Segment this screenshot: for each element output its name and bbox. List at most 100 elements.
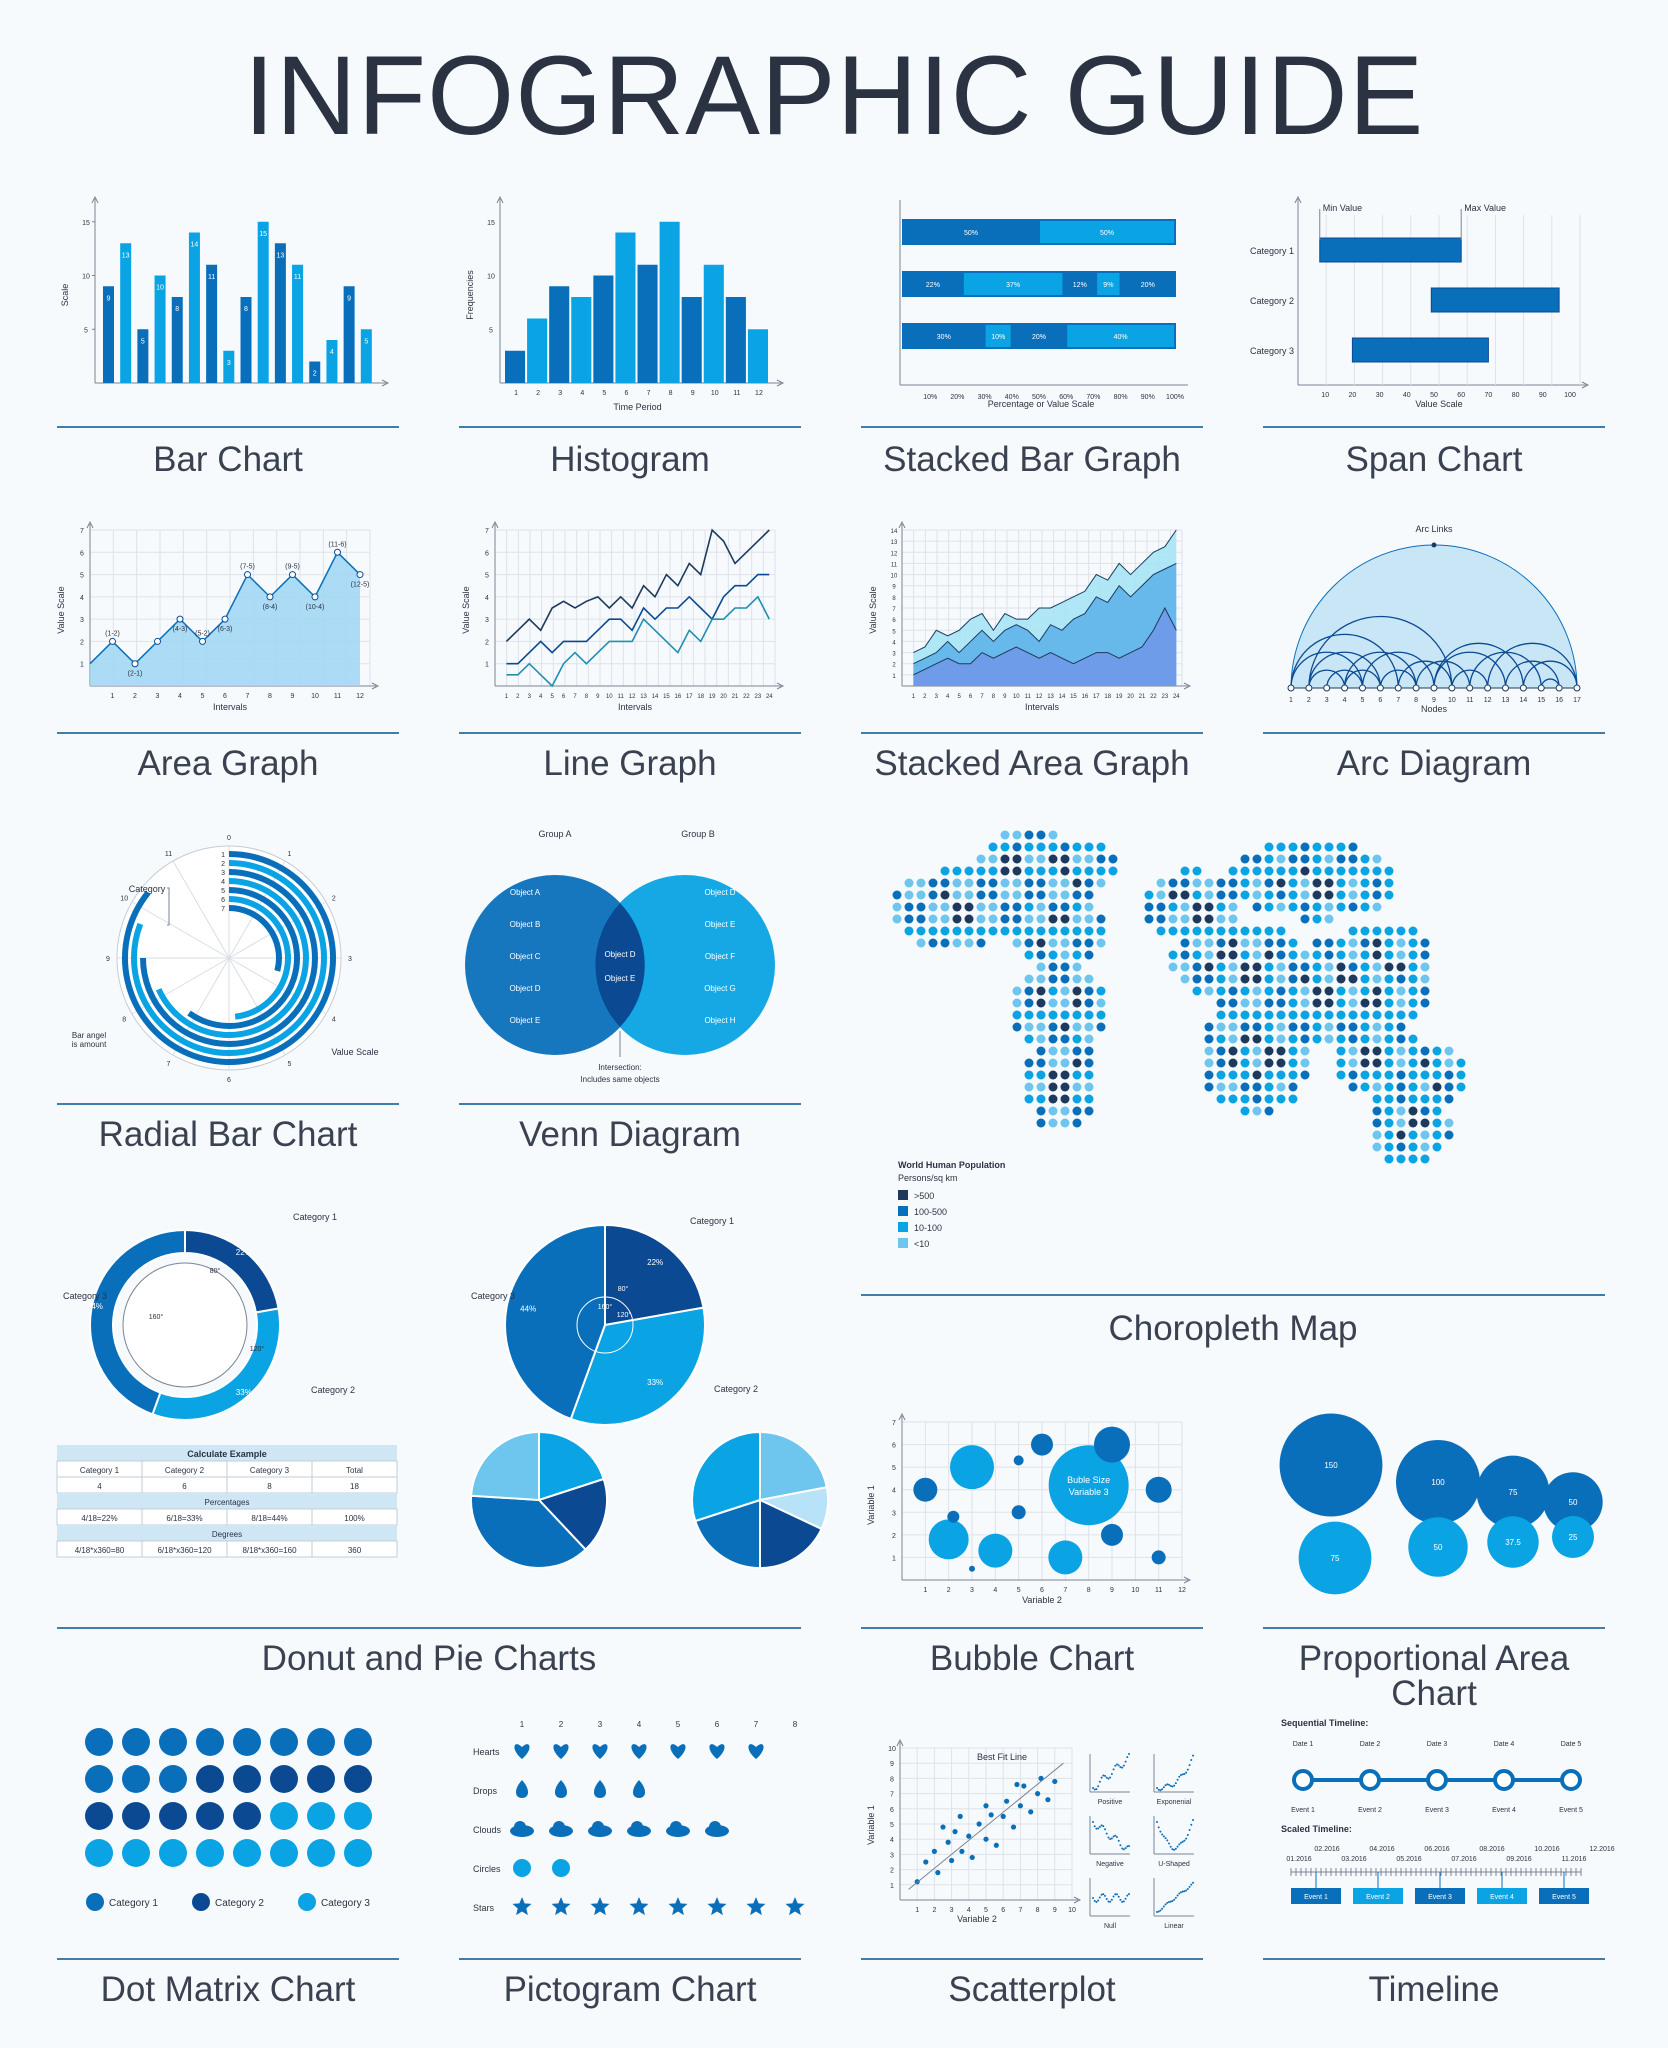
- mini-point: [1159, 1909, 1162, 1912]
- map-dot: [1060, 950, 1070, 960]
- mini-point: [1186, 1833, 1189, 1836]
- map-dot: [1228, 890, 1238, 900]
- x-tick-label: 80: [1512, 392, 1520, 399]
- map-dot: [1036, 1094, 1046, 1104]
- x-tick-label: 60: [1457, 392, 1465, 399]
- radial-bar: [155, 878, 309, 1038]
- map-dot: [1372, 974, 1382, 984]
- x-tick-label: 10: [311, 693, 319, 700]
- area-graph-panel: (1-2) 1 (2-1) 2 3 (4-3) 4 (5-2) 5 (6-3) 6 (7-5) 7 (8-…: [50, 510, 390, 725]
- node-label: 5: [1361, 697, 1365, 704]
- node: [1305, 684, 1313, 692]
- scaled-event-label: Event 1: [1304, 1894, 1328, 1901]
- map-dot: [1312, 986, 1322, 996]
- map-dot: [1036, 842, 1046, 852]
- mini-point: [1114, 1834, 1117, 1837]
- timeline-node: [1426, 1769, 1448, 1791]
- matrix-dot: [270, 1802, 298, 1830]
- map-dot: [976, 866, 986, 876]
- map-dot: [1216, 1010, 1226, 1020]
- map-dot: [1360, 1046, 1370, 1056]
- bubble: [1013, 1455, 1024, 1466]
- map-dot: [1300, 1046, 1310, 1056]
- mini-point: [1188, 1829, 1191, 1832]
- map-dot: [1240, 998, 1250, 1008]
- mini-point: [1117, 1764, 1120, 1767]
- map-dot: [1072, 854, 1082, 864]
- mini-point: [1092, 1787, 1094, 1789]
- map-dot: [1228, 1046, 1238, 1056]
- segment-label: 20%: [1032, 334, 1046, 341]
- map-dot: [1240, 854, 1250, 864]
- map-dot: [1384, 1094, 1394, 1104]
- node-label: 3: [1325, 697, 1329, 704]
- divider: [861, 1294, 1605, 1296]
- bar: [171, 297, 183, 383]
- divider: [861, 732, 1203, 734]
- dot-matrix-chart: Category 1 Category 2 Category 3: [85, 1728, 372, 1911]
- map-dot: [1240, 1082, 1250, 1092]
- map-dot: [916, 938, 926, 948]
- point-label: (11-6): [328, 541, 346, 548]
- y-tick-label: 10: [888, 1746, 896, 1753]
- map-dot: [1420, 974, 1430, 984]
- slice: [89, 1228, 186, 1416]
- mini-point: [1114, 1764, 1117, 1767]
- stacked-segment: [1011, 324, 1067, 348]
- map-dot: [1324, 1034, 1334, 1044]
- scatter-point: [959, 1848, 965, 1854]
- map-dot: [1084, 998, 1094, 1008]
- map-dot: [1096, 926, 1106, 936]
- x-tick-label: 8: [585, 694, 589, 700]
- map-dot: [1360, 854, 1370, 864]
- cloud-icon: [631, 1821, 643, 1833]
- segment-label: 12%: [1073, 282, 1087, 289]
- table-value: 6/18=33%: [166, 1514, 202, 1523]
- map-dot: [1360, 1034, 1370, 1044]
- data-point: [154, 637, 161, 645]
- x-tick-label: 13: [1047, 694, 1054, 700]
- mini-point: [1168, 1783, 1170, 1786]
- map-dot: [1396, 1010, 1406, 1020]
- map-dot: [1060, 1010, 1070, 1020]
- y-tick-label: 2: [485, 639, 489, 646]
- bar-value-label: 4: [330, 349, 334, 356]
- map-dot: [1324, 890, 1334, 900]
- x-tick-label: 6: [1040, 1587, 1044, 1594]
- map-dot: [1216, 974, 1226, 984]
- y-arrow: [898, 1412, 906, 1421]
- map-dot: [1396, 1118, 1406, 1128]
- map-dot: [1300, 998, 1310, 1008]
- slice-pct: 33%: [647, 1378, 663, 1387]
- map-dot: [1096, 1010, 1106, 1020]
- y-tick-label: 9: [890, 1761, 894, 1768]
- histogram-bar: [725, 297, 746, 383]
- radial-grid: [131, 901, 230, 959]
- data-point: [176, 615, 184, 623]
- map-dot: [1240, 1070, 1250, 1080]
- map-dot: [1288, 1034, 1298, 1044]
- map-dot: [1240, 962, 1250, 972]
- table-value: 6: [182, 1482, 187, 1491]
- x-tick-label: 10%: [923, 394, 937, 401]
- caption-venn: Venn Diagram: [519, 1115, 741, 1154]
- mini-point: [1098, 1780, 1101, 1783]
- heart-icon: [709, 1744, 725, 1759]
- y-arrow: [91, 195, 99, 204]
- matrix-dot: [233, 1839, 261, 1867]
- x-tick-label: 7: [1063, 1587, 1067, 1594]
- proportional-circle: [1408, 1517, 1468, 1577]
- map-dot: [940, 902, 950, 912]
- category-number: 4: [221, 879, 225, 886]
- map-dot: [1336, 1058, 1346, 1068]
- map-dot: [1336, 842, 1346, 852]
- x-tick-label: 14: [652, 694, 659, 700]
- mini-point: [1109, 1900, 1112, 1903]
- divider: [861, 1958, 1203, 1960]
- map-dot: [1072, 1034, 1082, 1044]
- map-dot: [1036, 962, 1046, 972]
- map-dot: [1000, 854, 1010, 864]
- x-tick-label: 40%: [1005, 394, 1019, 401]
- node: [1573, 684, 1581, 692]
- event-box: [1291, 1888, 1341, 1904]
